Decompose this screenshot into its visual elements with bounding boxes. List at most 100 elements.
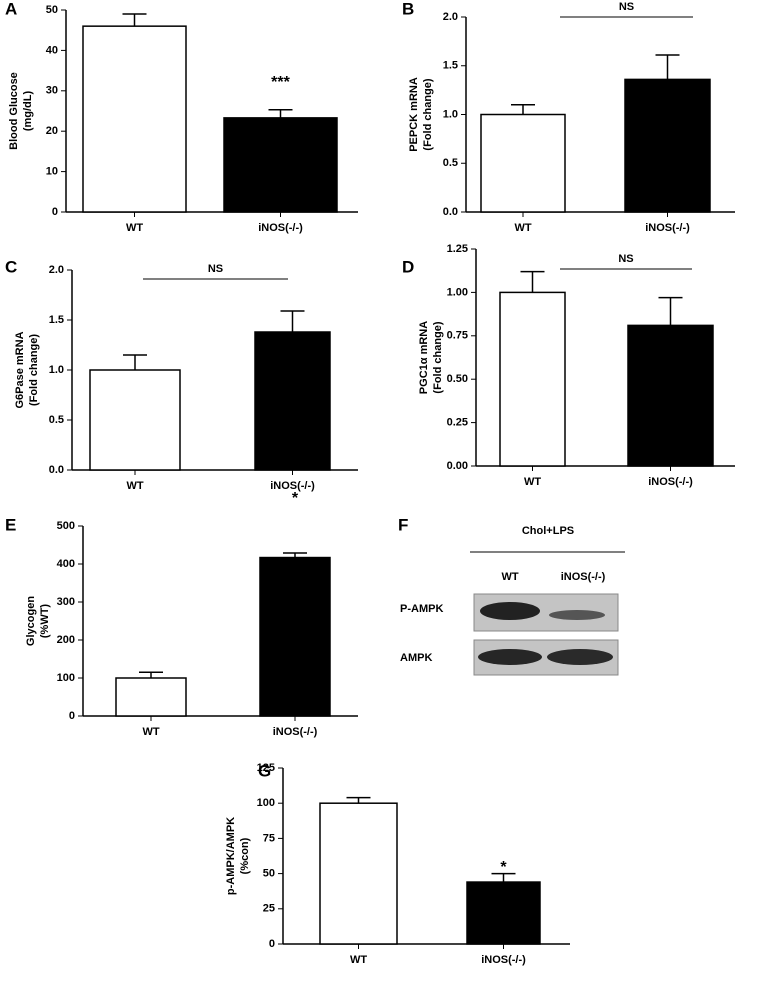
y-tick-label: 0.25: [447, 417, 468, 429]
bar: [89, 369, 181, 471]
y-axis-label: (%WT): [39, 604, 51, 639]
chart-panel: A Blood Glucose (mg/dL) 0 10 20 30 40 50 WT iNOS(-…: [5, 0, 358, 234]
y-tick-label: 0.50: [447, 373, 468, 385]
chart-panel: E Glycogen (%WT) 0 100 200 300 400 500 WT iNOS(-/-…: [5, 490, 358, 738]
panel-label: G: [258, 761, 271, 780]
y-tick-label: 0.00: [447, 460, 468, 472]
significance-label: *: [500, 859, 507, 876]
y-tick-label: 200: [57, 634, 75, 646]
blot-band: [547, 649, 613, 665]
y-tick-label: 1.00: [447, 286, 468, 298]
y-tick-label: 1.0: [49, 364, 64, 376]
lane-label: WT: [501, 571, 518, 583]
x-tick-label: WT: [142, 726, 159, 738]
y-tick-label: 50: [263, 868, 275, 880]
y-axis-label: (Fold change): [422, 78, 434, 150]
x-tick-label: iNOS(-/-): [648, 476, 693, 488]
panel-label: A: [5, 0, 17, 18]
significance-label: *: [292, 490, 299, 507]
bar: [254, 331, 331, 471]
panel-label: D: [402, 257, 414, 276]
bar: [480, 113, 566, 213]
y-tick-label: 100: [257, 797, 275, 809]
x-tick-label: WT: [126, 480, 143, 492]
x-tick-label: WT: [514, 222, 531, 234]
y-axis-label: (mg/dL): [22, 91, 34, 132]
y-tick-label: 40: [46, 44, 58, 56]
y-tick-label: 0: [269, 938, 275, 950]
x-tick-label: WT: [524, 476, 541, 488]
panel-label: F: [398, 515, 408, 534]
y-axis-label: (Fold change): [28, 334, 40, 406]
y-tick-label: 1.25: [447, 243, 468, 255]
y-axis-label: (%con): [239, 837, 251, 874]
y-tick-label: 0: [52, 206, 58, 218]
bar: [223, 117, 338, 213]
x-tick-label: WT: [350, 954, 367, 966]
x-tick-label: iNOS(-/-): [645, 222, 690, 234]
y-tick-label: 100: [57, 672, 75, 684]
y-tick-label: 10: [46, 166, 58, 178]
panel-label: C: [5, 257, 17, 276]
y-tick-label: 1.5: [49, 314, 64, 326]
blot-condition: Chol+LPS: [522, 525, 574, 537]
y-tick-label: 2.0: [49, 264, 64, 276]
bar: [499, 291, 566, 467]
chart-panel: C G6Pase mRNA (Fold change) 0.0 0.5 1.0 1.5 2.0…: [5, 257, 358, 492]
x-tick-label: WT: [126, 222, 143, 234]
y-axis-label: G6Pase mRNA: [14, 331, 26, 408]
y-tick-label: 0.0: [49, 464, 64, 476]
y-tick-label: 0.75: [447, 330, 468, 342]
y-tick-label: 1.5: [443, 60, 458, 72]
row-label: AMPK: [400, 652, 432, 664]
y-axis-label: PEPCK mRNA: [408, 77, 420, 152]
y-tick-label: 30: [46, 85, 58, 97]
bar: [466, 881, 541, 945]
y-axis-label: p-AMPK/AMPK: [225, 817, 237, 895]
significance-label: NS: [208, 263, 223, 275]
lane-label: iNOS(-/-): [561, 571, 606, 583]
chart-panel: D PGC1α mRNA (Fold change) 0.00 0.25 0.50 0.75…: [402, 243, 735, 488]
y-tick-label: 300: [57, 596, 75, 608]
y-tick-label: 500: [57, 520, 75, 532]
y-tick-label: 2.0: [443, 11, 458, 23]
y-tick-label: 125: [257, 762, 275, 774]
blot-band: [549, 610, 605, 620]
western-blot: F Chol+LPS WT iNOS(-/-) P-AMPK AMPK: [398, 515, 625, 676]
y-axis-label: PGC1α mRNA: [418, 321, 430, 394]
chart-panel: Gp-AMPK/AMPK (%con) 0 25 50 75 100 125 WT iNOS(-/…: [225, 761, 570, 966]
bar: [627, 324, 714, 467]
row-label: P-AMPK: [400, 603, 443, 615]
x-tick-label: iNOS(-/-): [273, 726, 318, 738]
x-tick-label: iNOS(-/-): [258, 222, 303, 234]
chart-panel: B PEPCK mRNA (Fold change) 0.0 0.5 1.0 1.5 2.0 W…: [402, 0, 735, 234]
blot-band: [480, 602, 540, 620]
y-axis-label: (Fold change): [432, 321, 444, 393]
bar: [82, 25, 187, 213]
blot-band: [478, 649, 542, 665]
y-tick-label: 75: [263, 832, 275, 844]
bar: [259, 556, 331, 717]
y-tick-label: 400: [57, 558, 75, 570]
y-tick-label: 0.5: [49, 414, 64, 426]
y-tick-label: 20: [46, 125, 58, 137]
y-tick-label: 0.5: [443, 157, 458, 169]
panel-label: E: [5, 515, 16, 534]
y-tick-label: 25: [263, 903, 275, 915]
y-tick-label: 1.0: [443, 108, 458, 120]
x-tick-label: iNOS(-/-): [481, 954, 526, 966]
x-tick-label: iNOS(-/-): [270, 480, 315, 492]
y-axis-label: Blood Glucose: [8, 72, 20, 150]
panel-label: B: [402, 0, 414, 18]
y-tick-label: 0: [69, 710, 75, 722]
bar: [319, 802, 398, 945]
y-axis-label: Glycogen: [25, 596, 37, 646]
significance-label: ***: [271, 74, 290, 91]
bar: [624, 78, 711, 213]
y-tick-label: 0.0: [443, 206, 458, 218]
significance-label: NS: [619, 1, 634, 13]
significance-label: NS: [618, 253, 633, 265]
bar: [115, 677, 187, 717]
y-tick-label: 50: [46, 4, 58, 16]
